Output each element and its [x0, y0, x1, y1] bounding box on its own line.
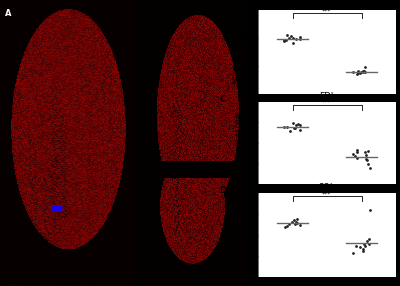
- Point: [358, 70, 364, 75]
- Point: [290, 36, 296, 40]
- Point: [294, 221, 300, 225]
- Point: [350, 250, 357, 255]
- Point: [288, 34, 295, 39]
- Point: [297, 223, 304, 227]
- Point: [354, 71, 360, 76]
- Point: [357, 70, 363, 75]
- Text: ***: ***: [322, 191, 332, 196]
- Point: [354, 148, 360, 152]
- Point: [294, 217, 300, 222]
- Point: [353, 243, 359, 248]
- Point: [360, 249, 366, 253]
- Text: ***: ***: [322, 100, 332, 105]
- Point: [354, 69, 361, 74]
- Point: [367, 208, 373, 212]
- Point: [366, 166, 373, 170]
- Point: [291, 126, 297, 131]
- Point: [292, 126, 298, 130]
- Point: [362, 69, 368, 74]
- Point: [296, 127, 303, 132]
- Point: [296, 35, 303, 39]
- Text: D: D: [219, 186, 226, 195]
- Point: [282, 225, 288, 229]
- Point: [284, 33, 290, 37]
- Text: A: A: [6, 9, 12, 17]
- Point: [296, 123, 303, 128]
- Point: [296, 36, 303, 41]
- Point: [291, 218, 297, 223]
- Point: [290, 40, 297, 45]
- Point: [357, 245, 364, 249]
- Text: A: A: [5, 5, 11, 14]
- Point: [362, 65, 368, 69]
- Point: [281, 37, 288, 42]
- Point: [293, 219, 299, 224]
- Point: [354, 71, 361, 75]
- Point: [295, 122, 301, 127]
- Point: [363, 156, 369, 161]
- Y-axis label: Muscle weight (mg): Muscle weight (mg): [236, 204, 241, 266]
- Title: EDL: EDL: [319, 92, 335, 101]
- Point: [281, 125, 287, 130]
- Point: [285, 222, 292, 227]
- Point: [363, 153, 370, 158]
- Point: [354, 150, 360, 155]
- Point: [360, 241, 367, 246]
- Point: [366, 241, 372, 246]
- Text: C: C: [219, 95, 226, 104]
- Point: [350, 69, 356, 74]
- Point: [281, 39, 287, 43]
- Point: [282, 38, 289, 43]
- Point: [289, 219, 295, 224]
- Y-axis label: Muscle weight (mg): Muscle weight (mg): [236, 112, 241, 174]
- Point: [364, 238, 370, 243]
- Title: TA: TA: [322, 0, 332, 9]
- Point: [284, 223, 290, 228]
- Point: [293, 123, 299, 128]
- Point: [361, 68, 367, 73]
- Point: [292, 221, 298, 226]
- Point: [359, 69, 366, 73]
- Point: [365, 161, 371, 166]
- Point: [364, 149, 371, 154]
- Point: [284, 124, 290, 129]
- Point: [363, 157, 370, 162]
- Point: [362, 243, 368, 248]
- Point: [293, 37, 300, 41]
- Point: [287, 128, 294, 133]
- Point: [286, 35, 292, 40]
- Point: [360, 247, 366, 251]
- Point: [360, 70, 366, 74]
- Text: ***: ***: [322, 8, 332, 13]
- Point: [366, 237, 372, 242]
- Point: [362, 150, 369, 155]
- Y-axis label: Muscle weight (mg): Muscle weight (mg): [233, 21, 238, 83]
- Point: [350, 152, 356, 157]
- Title: SOL: SOL: [319, 183, 335, 192]
- Point: [352, 154, 358, 159]
- Point: [354, 155, 361, 160]
- Point: [290, 121, 296, 126]
- Text: B: B: [219, 3, 226, 12]
